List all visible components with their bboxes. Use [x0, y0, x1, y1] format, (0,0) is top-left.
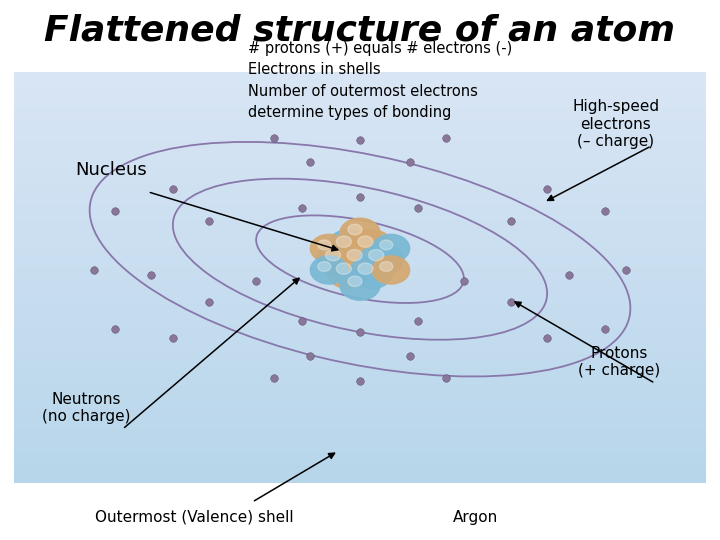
- Circle shape: [318, 240, 331, 250]
- Circle shape: [336, 263, 351, 274]
- Circle shape: [372, 234, 410, 262]
- Text: High-speed
electrons
(– charge): High-speed electrons (– charge): [572, 99, 660, 149]
- Circle shape: [328, 256, 371, 289]
- Circle shape: [340, 218, 380, 248]
- Circle shape: [340, 270, 380, 300]
- Text: Protons
(+ charge): Protons (+ charge): [578, 346, 660, 378]
- Text: # protons (+) equals # electrons (-): # protons (+) equals # electrons (-): [248, 40, 513, 56]
- Circle shape: [336, 236, 351, 247]
- Circle shape: [325, 249, 341, 261]
- Circle shape: [310, 256, 348, 284]
- Text: Outermost (Valence) shell: Outermost (Valence) shell: [95, 510, 294, 525]
- Circle shape: [358, 236, 373, 247]
- Circle shape: [349, 230, 392, 262]
- Text: Nucleus: Nucleus: [76, 161, 148, 179]
- Circle shape: [379, 240, 393, 250]
- Text: Number of outermost electrons: Number of outermost electrons: [248, 84, 478, 99]
- Circle shape: [349, 256, 392, 289]
- Circle shape: [310, 234, 348, 262]
- Circle shape: [358, 263, 373, 274]
- Circle shape: [317, 243, 360, 275]
- Circle shape: [338, 243, 382, 275]
- Circle shape: [347, 249, 362, 261]
- Text: Flattened structure of an atom: Flattened structure of an atom: [45, 14, 675, 48]
- Circle shape: [372, 256, 410, 284]
- Text: determine types of bonding: determine types of bonding: [248, 105, 451, 120]
- Circle shape: [379, 261, 393, 272]
- Circle shape: [348, 224, 362, 235]
- Text: Electrons in shells: Electrons in shells: [248, 62, 381, 77]
- Circle shape: [369, 249, 384, 261]
- Circle shape: [360, 243, 403, 275]
- Circle shape: [348, 276, 362, 287]
- Text: Neutrons
(no charge): Neutrons (no charge): [42, 392, 130, 424]
- Text: Argon: Argon: [453, 510, 498, 525]
- Circle shape: [318, 261, 331, 272]
- Circle shape: [328, 230, 371, 262]
